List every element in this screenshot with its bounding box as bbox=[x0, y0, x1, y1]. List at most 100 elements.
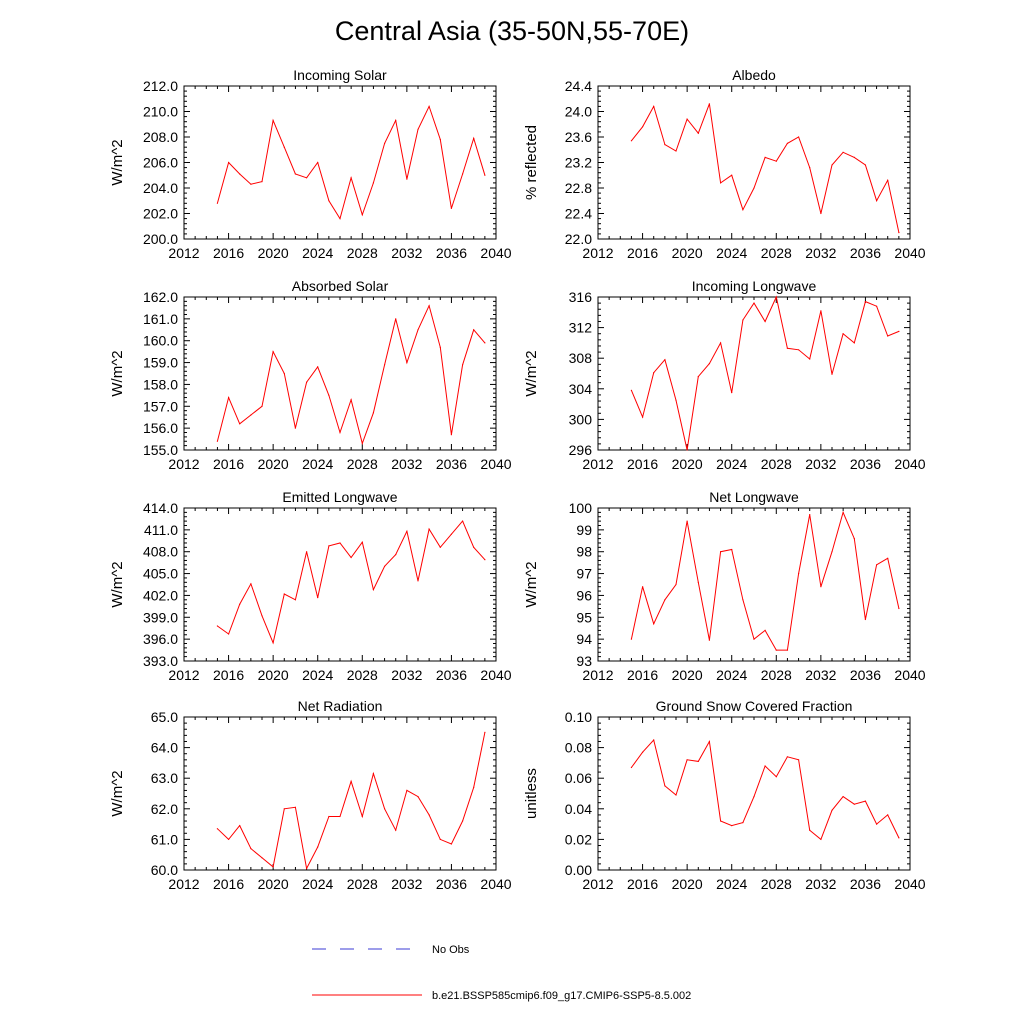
net-longwave-data-point bbox=[697, 581, 699, 583]
absorbed-solar-data-point bbox=[250, 414, 252, 416]
absorbed-solar-data-point bbox=[339, 431, 341, 434]
net-longwave-data-point bbox=[764, 629, 766, 632]
emitted-longwave-data-point bbox=[462, 520, 464, 522]
emitted-longwave-panel: Emitted Longwave W/m^2 2012 2016 2020 2024 202… bbox=[109, 489, 512, 683]
ground-snow-covered-fraction-plot-frame bbox=[597, 716, 911, 871]
net-longwave-xtick-label: 2036 bbox=[850, 667, 881, 683]
ground-snow-covered-fraction-data-point bbox=[720, 820, 722, 822]
emitted-longwave-xtick-label: 2020 bbox=[258, 667, 289, 683]
incoming-solar-ylabel: W/m^2 bbox=[109, 139, 126, 185]
incoming-solar-data-point bbox=[283, 146, 285, 148]
emitted-longwave-data-point bbox=[272, 642, 274, 644]
incoming-longwave-data-point bbox=[775, 296, 777, 298]
emitted-longwave-xtick-label: 2016 bbox=[213, 667, 244, 683]
incoming-longwave-data-point bbox=[753, 302, 755, 304]
incoming-longwave-title: Incoming Longwave bbox=[692, 278, 817, 294]
ground-snow-covered-fraction-data-point bbox=[664, 785, 666, 787]
absorbed-solar-ytick-label: 161.0 bbox=[143, 311, 178, 327]
ground-snow-covered-fraction-ytick-label: 0.00 bbox=[565, 862, 592, 878]
incoming-longwave-ytick-label: 304 bbox=[569, 381, 593, 397]
albedo-data-point bbox=[753, 187, 755, 189]
ground-snow-covered-fraction-data-point bbox=[786, 756, 789, 758]
albedo-data-point bbox=[720, 182, 722, 184]
absorbed-solar-data-point bbox=[439, 346, 441, 348]
albedo-data-point bbox=[898, 232, 900, 234]
albedo-panel: Albedo % reflected 2012 2016 2020 2024 2028 203… bbox=[523, 67, 926, 261]
net-radiation-ytick-label: 65.0 bbox=[151, 709, 178, 725]
albedo-xtick-label: 2036 bbox=[850, 245, 881, 261]
net-radiation-data-point bbox=[306, 867, 308, 870]
ground-snow-covered-fraction-data-point bbox=[809, 829, 811, 831]
ground-snow-covered-fraction-data-point bbox=[731, 825, 733, 827]
net-radiation-data-point bbox=[272, 866, 274, 868]
incoming-longwave-data-point bbox=[809, 358, 811, 360]
net-longwave-data-point bbox=[775, 649, 777, 651]
emitted-longwave-data-point bbox=[294, 599, 296, 601]
incoming-longwave-data-point bbox=[720, 342, 722, 344]
net-radiation-data-point bbox=[216, 828, 218, 830]
net-longwave-ytick-label: 94 bbox=[576, 631, 592, 647]
net-radiation-data-point bbox=[294, 806, 296, 808]
albedo-data-point bbox=[842, 151, 844, 153]
ground-snow-covered-fraction-xtick-label: 2036 bbox=[850, 876, 881, 892]
albedo-xtick-label: 2020 bbox=[672, 245, 703, 261]
incoming-solar-data-point bbox=[339, 218, 341, 220]
incoming-solar-data-point bbox=[317, 161, 319, 164]
albedo-data-point bbox=[653, 105, 655, 107]
incoming-longwave-data-point bbox=[630, 389, 633, 391]
net-radiation-title: Net Radiation bbox=[298, 698, 383, 714]
albedo-ytick-label: 22.4 bbox=[565, 206, 592, 222]
net-longwave-data-point bbox=[842, 511, 844, 513]
net-radiation-data-point bbox=[350, 780, 352, 782]
emitted-longwave-data-point bbox=[384, 565, 386, 567]
net-radiation-data-point bbox=[239, 825, 241, 827]
ground-snow-covered-fraction-ytick-label: 0.02 bbox=[565, 831, 592, 847]
albedo-data-point bbox=[876, 200, 878, 202]
ground-snow-covered-fraction-ytick-label: 0.08 bbox=[565, 740, 592, 756]
absorbed-solar-data-point bbox=[317, 366, 319, 368]
emitted-longwave-ytick-label: 405.0 bbox=[143, 566, 178, 582]
net-longwave-data-point bbox=[831, 551, 833, 553]
net-longwave-panel: Net Longwave W/m^2 2012 2016 2020 2024 2028 203… bbox=[523, 489, 926, 683]
ground-snow-covered-fraction-data-point bbox=[642, 751, 644, 753]
net-radiation-data-point bbox=[450, 843, 452, 845]
incoming-longwave-data-point bbox=[831, 373, 833, 375]
net-longwave-data-point bbox=[753, 638, 755, 640]
ground-snow-covered-fraction-xtick-label: 2040 bbox=[894, 876, 925, 892]
net-radiation-data-point bbox=[462, 820, 464, 822]
absorbed-solar-data-point bbox=[372, 412, 374, 414]
incoming-longwave-data-point bbox=[864, 301, 867, 303]
incoming-solar-xtick-label: 2012 bbox=[168, 245, 199, 261]
net-radiation-data-point bbox=[317, 846, 319, 848]
absorbed-solar-data-point bbox=[395, 318, 397, 320]
emitted-longwave-data-point bbox=[283, 593, 285, 595]
net-radiation-data-point bbox=[484, 731, 486, 733]
incoming-solar-data-point bbox=[261, 181, 263, 183]
albedo-ytick-label: 23.2 bbox=[565, 155, 592, 171]
albedo-ytick-label: 22.8 bbox=[565, 180, 592, 196]
emitted-longwave-xtick-label: 2012 bbox=[168, 667, 199, 683]
incoming-longwave-xtick-label: 2016 bbox=[627, 456, 658, 472]
absorbed-solar-data-point bbox=[428, 305, 430, 307]
incoming-solar-data-point bbox=[384, 142, 386, 144]
incoming-solar-data-point bbox=[450, 207, 452, 209]
incoming-longwave-data-point bbox=[786, 347, 789, 349]
incoming-longwave-data-point bbox=[731, 392, 733, 394]
absorbed-solar-title: Absorbed Solar bbox=[292, 278, 389, 294]
net-radiation-xtick-label: 2012 bbox=[168, 876, 199, 892]
ground-snow-covered-fraction-data-point bbox=[742, 822, 744, 824]
absorbed-solar-data-point bbox=[328, 394, 330, 396]
net-longwave-data-point bbox=[731, 548, 733, 551]
emitted-longwave-ylabel: W/m^2 bbox=[109, 561, 126, 607]
incoming-longwave-ytick-label: 308 bbox=[569, 350, 593, 366]
emitted-longwave-title: Emitted Longwave bbox=[282, 489, 397, 505]
net-radiation-ytick-label: 61.0 bbox=[151, 831, 178, 847]
emitted-longwave-data-point bbox=[395, 554, 397, 556]
ground-snow-covered-fraction-data-point bbox=[898, 837, 900, 839]
incoming-solar-data-point bbox=[484, 174, 486, 176]
emitted-longwave-data-point bbox=[250, 583, 252, 585]
albedo-title: Albedo bbox=[732, 67, 776, 83]
ground-snow-covered-fraction-ytick-label: 0.04 bbox=[565, 801, 592, 817]
emitted-longwave-data-point bbox=[484, 559, 486, 561]
